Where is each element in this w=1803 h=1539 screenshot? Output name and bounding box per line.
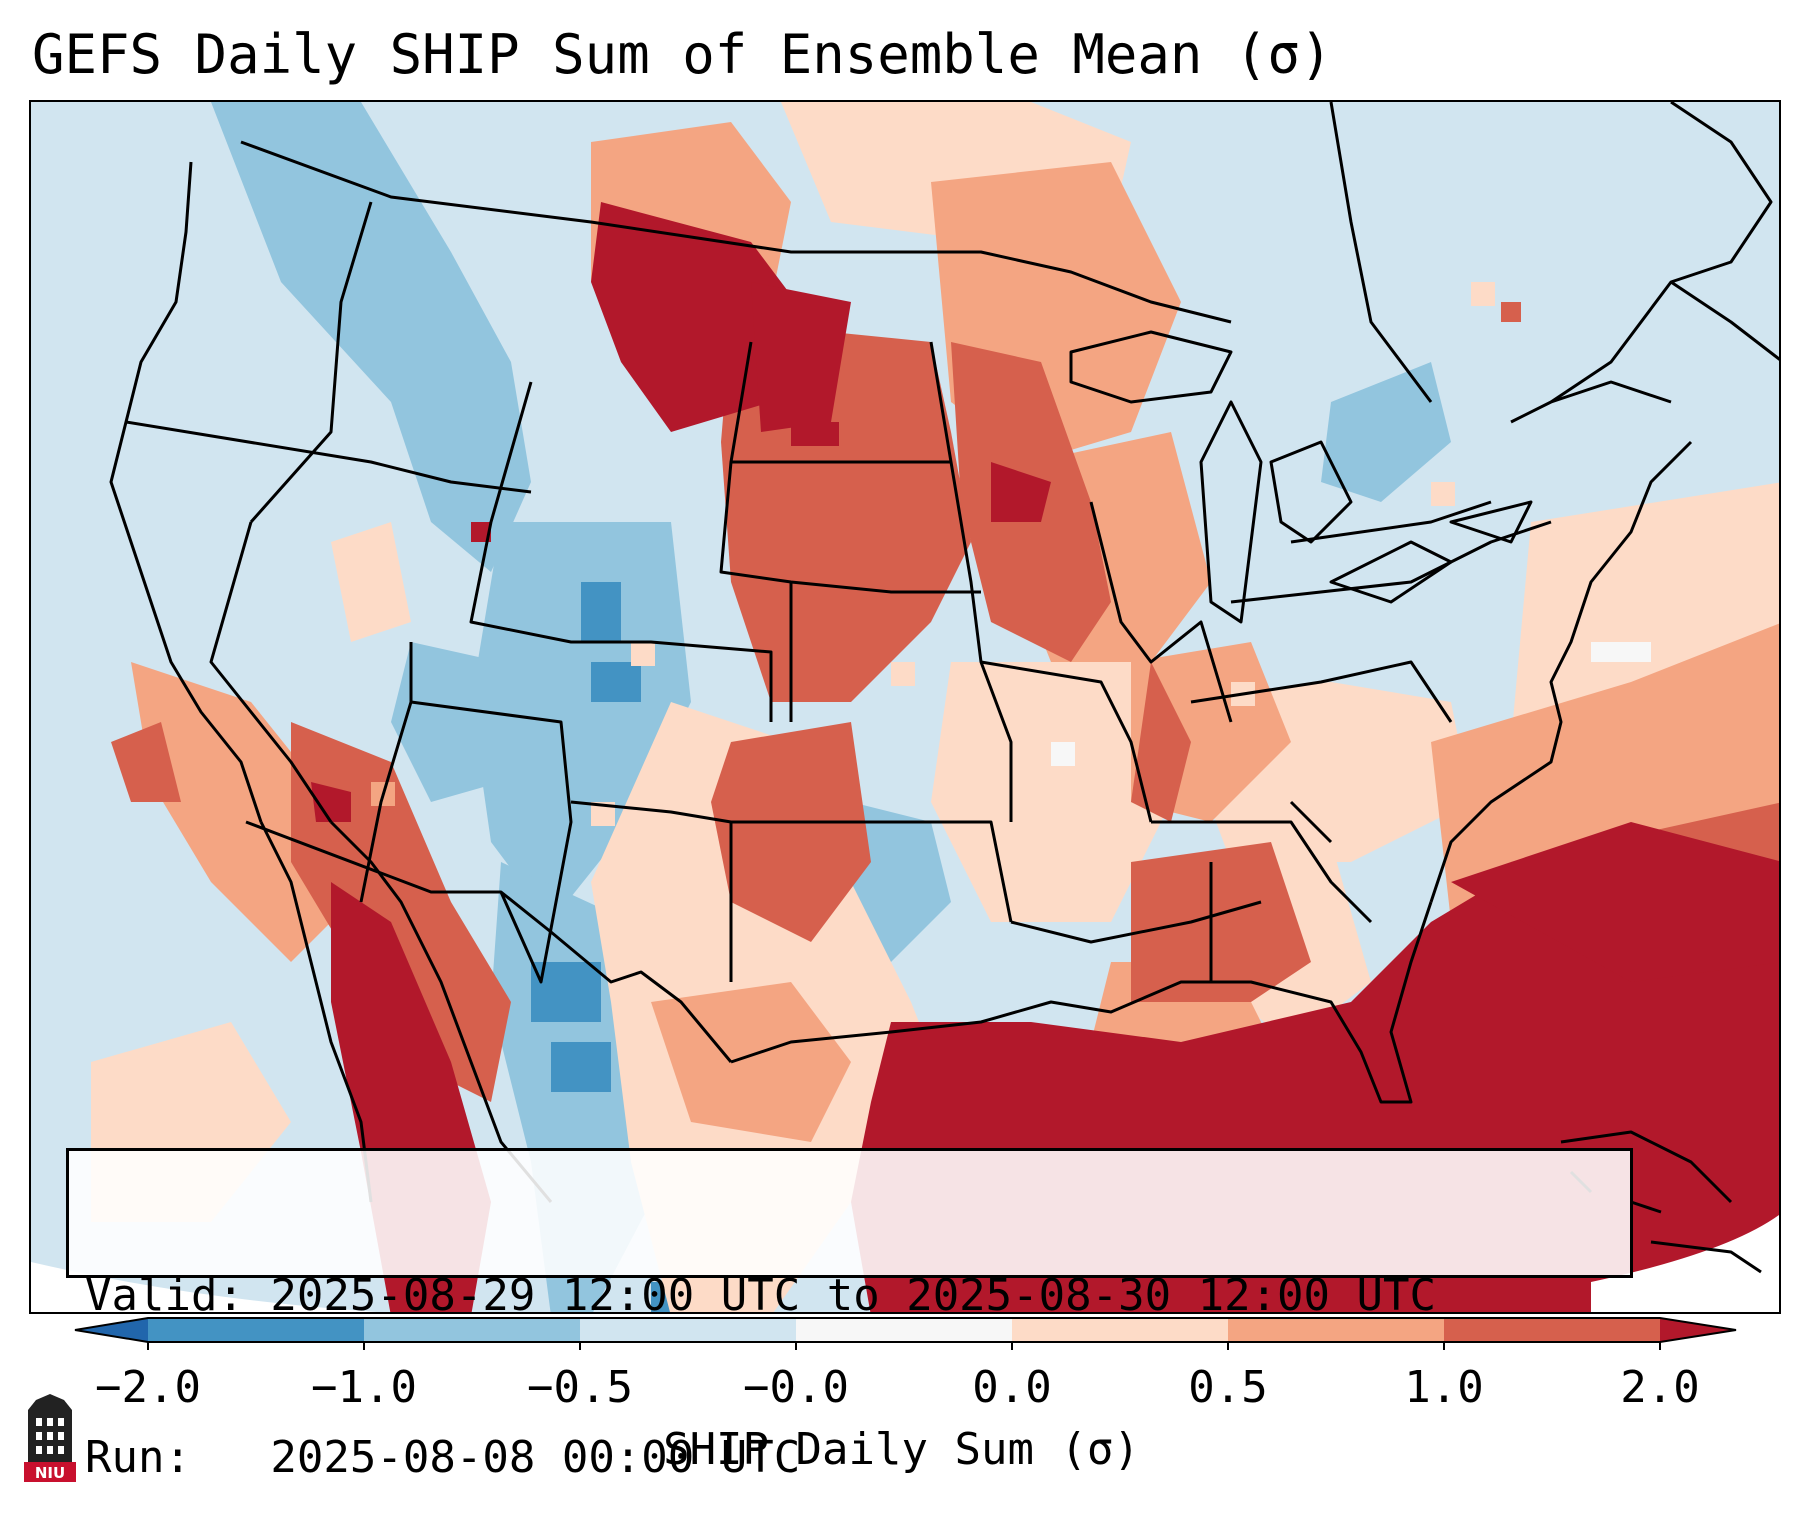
colorbar-bin [1012, 1318, 1228, 1342]
colorbar-bin [1228, 1318, 1444, 1342]
map-panel [29, 100, 1781, 1314]
run-time-line: Run: 2025-08-08 00:00 UTC [85, 1432, 801, 1483]
colorbar-tick-label: −2.0 [95, 1362, 201, 1413]
projection-edge [31, 1262, 377, 1312]
anomaly-map [31, 102, 1779, 1312]
valid-run-info-box: Valid: 2025-08-29 12:00 UTC to 2025-08-3… [66, 1148, 1633, 1483]
colorbar-tick-label: 1.0 [1404, 1362, 1484, 1413]
colorbar-tick-label: 2.0 [1620, 1362, 1700, 1413]
colorbar-tick-label: 0.5 [1188, 1362, 1268, 1413]
colorbar-tick-label: −0.5 [527, 1362, 633, 1413]
chart-title: GEFS Daily SHIP Sum of Ensemble Mean (σ) [32, 23, 1333, 86]
colorbar-bin [364, 1318, 580, 1342]
colorbar-ticks [147, 1342, 1661, 1350]
colorbar-over-arrow [1660, 1318, 1736, 1342]
political-boundaries [109, 102, 1779, 1274]
colorbar-tick-label: −1.0 [311, 1362, 417, 1413]
grid-speckle [371, 282, 1651, 826]
valid-time-line: Valid: 2025-08-29 12:00 UTC to 2025-08-3… [85, 1270, 1437, 1321]
colorbar-tick-label: 0.0 [972, 1362, 1052, 1413]
niu-logo-icon: NIU [24, 1394, 76, 1482]
colorbar-bin [580, 1318, 796, 1342]
colorbar-bin [1444, 1318, 1660, 1342]
colorbar-bin [148, 1318, 364, 1342]
colorbar-bin [796, 1318, 1012, 1342]
projection-edge-right [1591, 1214, 1779, 1312]
svg-text:NIU: NIU [35, 1464, 65, 1482]
colorbar [74, 1317, 1737, 1350]
colorbar-under-arrow [75, 1318, 148, 1342]
colorbar-tick-label: −0.0 [743, 1362, 849, 1413]
colorbar-label: SHIP Daily Sum (σ) [663, 1424, 1140, 1475]
